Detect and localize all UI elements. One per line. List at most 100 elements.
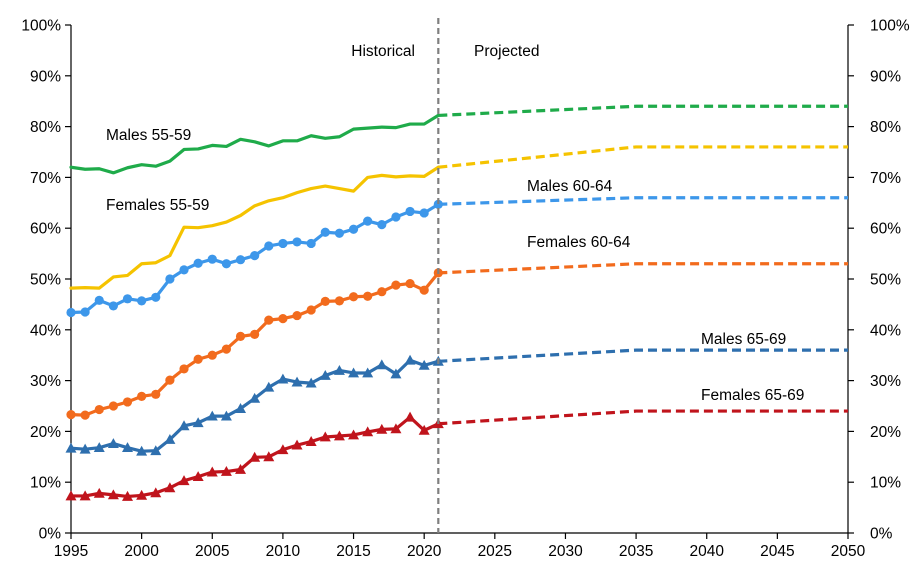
data-point (418, 359, 430, 370)
x-tick-label: 2035 (619, 543, 653, 560)
series-label-females-65-69: Females 65-69 (701, 387, 804, 404)
data-point (263, 381, 275, 392)
data-point (207, 350, 217, 360)
y-tick-label-right: 90% (870, 68, 901, 85)
data-point (348, 224, 359, 234)
data-point (108, 401, 118, 411)
x-tick-label: 2005 (195, 543, 229, 560)
data-point (122, 397, 133, 407)
y-tick-label-left: 30% (30, 373, 61, 390)
x-tick-label: 2020 (407, 543, 442, 560)
data-point (220, 410, 232, 421)
axes: 0% 10% 20% 30% 40% 50% 60% 70% 80% 90% 100% 0% 10% 20… (21, 18, 910, 561)
y-tick-label-left: 70% (30, 170, 61, 187)
data-point (333, 430, 345, 441)
series-females-60-64 (66, 262, 848, 420)
labels: Historical Projected Males 55-59 Females… (106, 43, 804, 404)
data-point (377, 287, 387, 297)
data-point (122, 294, 133, 304)
data-point (292, 310, 302, 321)
data-point (391, 212, 401, 222)
data-point (178, 475, 190, 486)
series-line-projected (438, 145, 848, 169)
y-tick-label-right: 40% (870, 322, 901, 339)
data-point (334, 296, 345, 306)
data-point (80, 307, 90, 317)
data-point (179, 265, 189, 275)
series-females-55-59 (69, 145, 848, 290)
data-point (235, 331, 246, 342)
series-layer (65, 104, 848, 501)
data-point (292, 237, 302, 247)
data-point (377, 220, 387, 230)
data-point (348, 367, 360, 378)
data-point (363, 291, 373, 301)
data-point (306, 305, 316, 315)
data-point (419, 208, 429, 218)
data-point (405, 206, 415, 217)
data-point (405, 278, 415, 289)
data-point (150, 445, 162, 456)
y-tick-label-left: 0% (39, 526, 62, 543)
data-point (151, 389, 161, 399)
data-point (192, 417, 204, 428)
series-line-projected (438, 409, 848, 426)
data-point (220, 466, 232, 476)
data-point (193, 258, 203, 268)
series-males-65-69 (65, 348, 848, 456)
x-tick-label: 2025 (478, 543, 512, 560)
series-line-projected (438, 262, 848, 275)
data-point (207, 254, 217, 264)
data-point (363, 216, 373, 226)
data-point (433, 199, 443, 209)
series-line-projected (438, 196, 848, 206)
x-tick-label: 1995 (54, 543, 88, 560)
series-label-males-55-59: Males 55-59 (106, 127, 191, 144)
data-point (108, 301, 118, 311)
data-point (348, 429, 360, 440)
data-point (66, 307, 76, 318)
x-tick-label: 2050 (831, 543, 866, 560)
y-tick-label-left: 80% (30, 119, 61, 136)
data-point (305, 377, 317, 388)
data-point (263, 451, 275, 462)
data-point (278, 238, 288, 249)
y-tick-label-right: 0% (870, 526, 893, 543)
series-label-females-55-59: Females 55-59 (106, 197, 209, 214)
data-point (137, 296, 147, 306)
series-label-males-65-69: Males 65-69 (701, 331, 786, 348)
data-point (362, 426, 374, 437)
data-point (65, 490, 77, 501)
x-tick-label: 2045 (760, 543, 794, 560)
series-females-65-69 (65, 409, 848, 501)
data-point (334, 228, 345, 238)
data-point (390, 423, 402, 434)
x-tick-label: 2000 (124, 543, 159, 560)
x-tick-label: 2015 (336, 543, 370, 560)
data-point (150, 487, 162, 498)
data-point (404, 354, 416, 365)
y-tick-label-right: 20% (870, 424, 901, 441)
data-point (178, 420, 190, 431)
data-point (221, 344, 231, 354)
data-point (235, 403, 247, 413)
data-point (376, 359, 388, 370)
data-point (319, 431, 331, 442)
data-point (66, 410, 76, 420)
series-label-males-60-64: Males 60-64 (527, 178, 613, 195)
y-tick-label-left: 100% (21, 18, 61, 35)
x-tick-label: 2040 (689, 543, 724, 560)
data-point (206, 410, 218, 421)
data-point (376, 423, 388, 434)
data-point (94, 295, 104, 305)
data-point (319, 370, 331, 380)
data-point (179, 364, 189, 374)
y-tick-label-left: 20% (30, 424, 61, 441)
y-tick-label-right: 50% (870, 272, 901, 289)
data-point (235, 255, 246, 265)
data-point (164, 434, 176, 444)
data-point (93, 442, 105, 453)
series-males-55-59 (69, 104, 848, 175)
y-tick-label-right: 30% (870, 373, 901, 390)
x-tick-label: 2010 (266, 543, 301, 560)
